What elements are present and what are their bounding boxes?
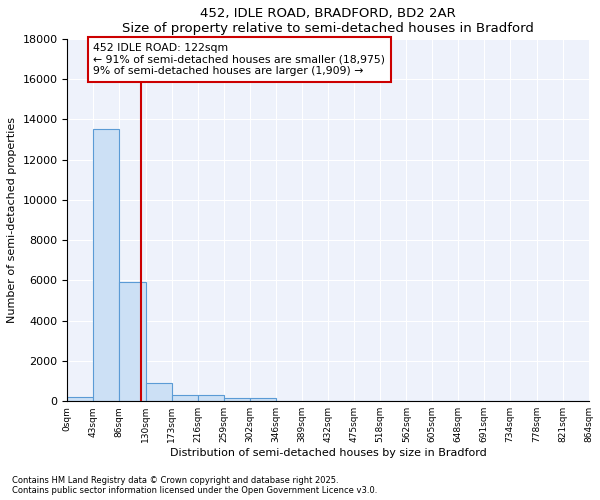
Bar [146,383,172,402]
Bar [224,398,250,402]
Text: 452 IDLE ROAD: 122sqm
← 91% of semi-detached houses are smaller (18,975)
9% of s: 452 IDLE ROAD: 122sqm ← 91% of semi-deta… [93,43,385,76]
Bar [250,398,276,402]
Bar [197,395,224,402]
Y-axis label: Number of semi-detached properties: Number of semi-detached properties [7,117,17,323]
Title: 452, IDLE ROAD, BRADFORD, BD2 2AR
Size of property relative to semi-detached hou: 452, IDLE ROAD, BRADFORD, BD2 2AR Size o… [122,7,534,35]
Bar [93,130,119,402]
Bar [172,395,197,402]
Text: Contains HM Land Registry data © Crown copyright and database right 2025.
Contai: Contains HM Land Registry data © Crown c… [12,476,377,495]
Bar [119,282,146,402]
X-axis label: Distribution of semi-detached houses by size in Bradford: Distribution of semi-detached houses by … [170,448,487,458]
Bar [67,397,93,402]
